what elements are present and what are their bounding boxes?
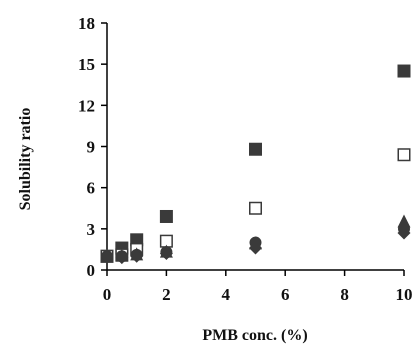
y-tick-label: 3 — [87, 220, 96, 239]
data-point-diamond-filled — [115, 251, 129, 265]
data-point-square-open — [397, 148, 411, 162]
data-point-diamond-filled — [249, 241, 262, 255]
x-tick-label: 0 — [103, 285, 112, 304]
y-tick-label: 0 — [87, 261, 96, 280]
y-tick-label: 9 — [87, 138, 96, 157]
data-point-square-filled — [249, 142, 262, 156]
axes: 0 3 6 9 12 15 18 0 2 4 6 8 10 — [78, 14, 413, 304]
data-point-square-filled — [397, 64, 411, 78]
x-tick-label: 2 — [162, 285, 171, 304]
x-tick-label: 10 — [396, 285, 413, 304]
data-point-diamond-filled — [397, 226, 411, 240]
y-tick-label: 6 — [87, 179, 96, 198]
x-tick-label: 4 — [222, 285, 231, 304]
y-tick-label: 12 — [78, 96, 95, 115]
x-axis-label: PMB conc. (%) — [202, 327, 307, 344]
x-tick-label: 6 — [281, 285, 290, 304]
y-tick-label: 15 — [78, 55, 95, 74]
y-tick-label: 18 — [78, 14, 95, 33]
y-axis-label: Solubility ratio — [17, 108, 34, 211]
x-tick-label: 8 — [340, 285, 349, 304]
data-points — [100, 64, 411, 265]
data-point-diamond-filled — [130, 249, 144, 263]
data-point-diamond-filled — [159, 247, 173, 261]
data-point-square-open — [249, 201, 262, 215]
data-point-square-filled — [159, 209, 173, 223]
data-point-diamond-filled — [100, 249, 114, 263]
